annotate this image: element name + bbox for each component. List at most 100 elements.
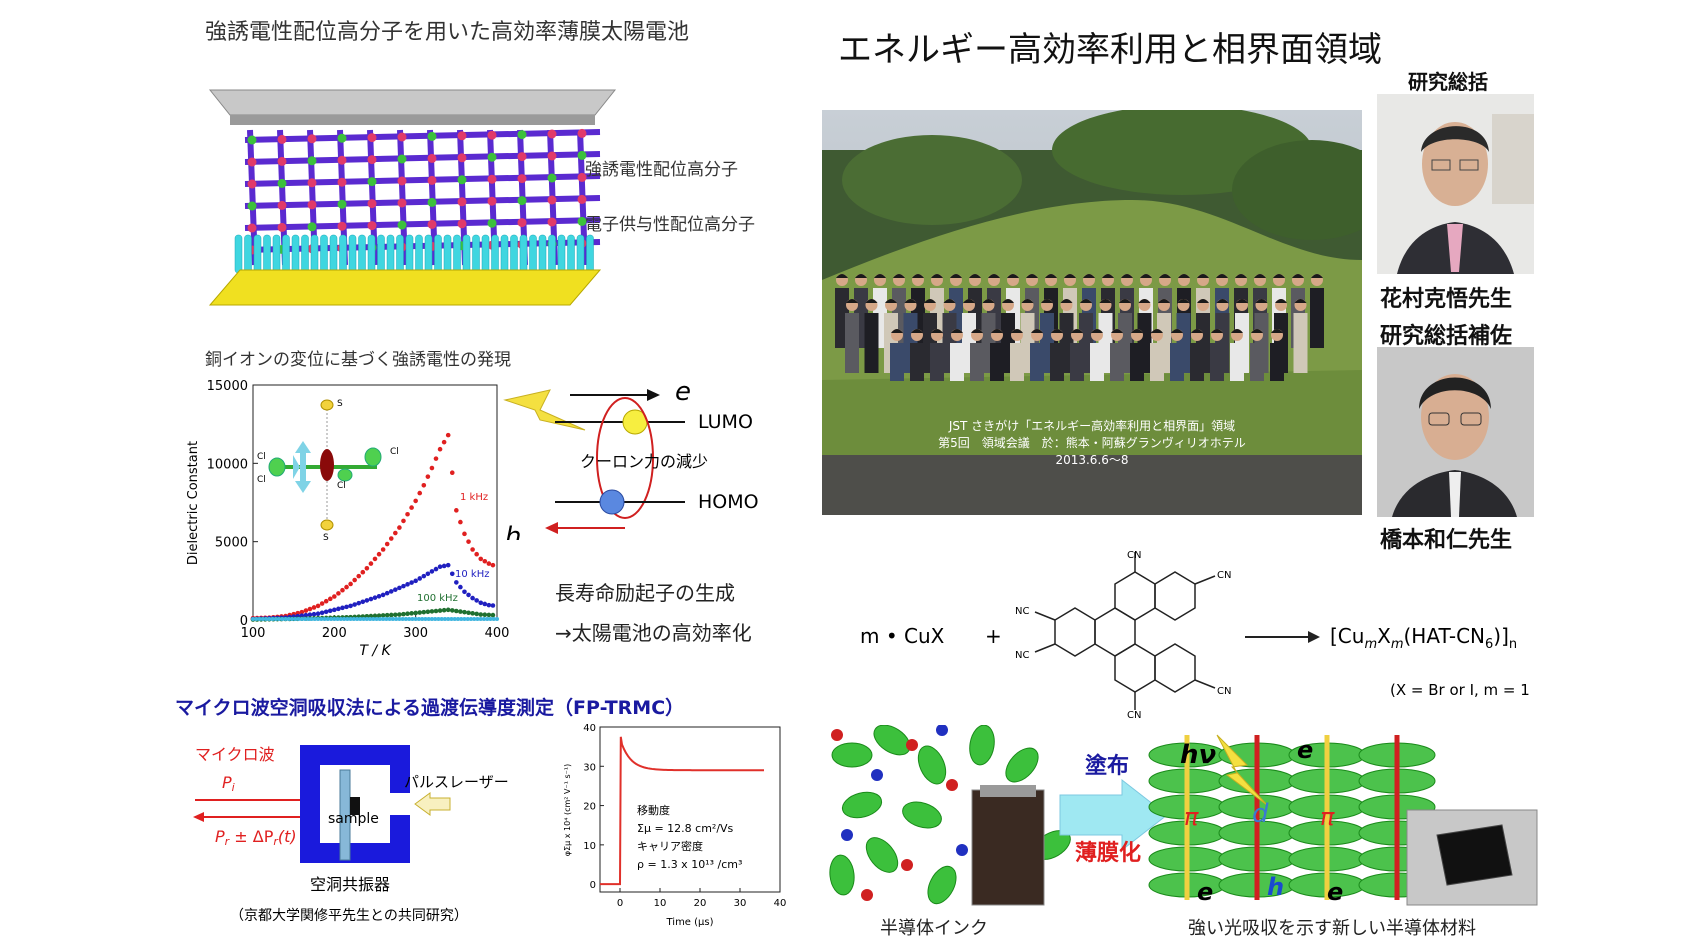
data-point bbox=[486, 561, 492, 566]
process-arrow bbox=[1059, 778, 1168, 852]
lattice-node bbox=[397, 198, 407, 208]
group-photo-scene bbox=[822, 110, 1362, 515]
lattice-node bbox=[427, 197, 437, 207]
data-point bbox=[436, 617, 441, 621]
data-point bbox=[371, 617, 376, 621]
data-point bbox=[361, 617, 366, 621]
data-point bbox=[355, 617, 360, 621]
data-point bbox=[352, 577, 357, 583]
data-point bbox=[490, 603, 496, 608]
ink-vial-photo bbox=[971, 789, 1045, 906]
data-point bbox=[348, 581, 353, 587]
data-point bbox=[490, 562, 496, 568]
lattice-node bbox=[367, 199, 377, 209]
supervisor-role: 研究総括 bbox=[1408, 70, 1488, 94]
data-point bbox=[454, 608, 459, 614]
material-label: 強い光吸収を示す新しい半導体材料 bbox=[1188, 918, 1476, 939]
efficiency-text: →太陽電池の高効率化 bbox=[555, 621, 752, 645]
data-point bbox=[380, 547, 386, 552]
data-point bbox=[454, 580, 459, 585]
atom-label: S bbox=[323, 533, 329, 543]
fp-trmc-title: マイクロ波空洞吸収法による過渡伝導度測定（FP-TRMC） bbox=[175, 697, 685, 719]
data-point bbox=[351, 617, 356, 621]
hv-symbol: hν bbox=[1180, 740, 1216, 770]
data-point bbox=[277, 617, 282, 621]
data-point bbox=[319, 617, 324, 621]
lattice-node bbox=[427, 153, 437, 163]
data-point bbox=[429, 609, 435, 614]
exciton-ellipse bbox=[596, 397, 654, 519]
data-point bbox=[384, 590, 390, 596]
data-point bbox=[393, 612, 398, 618]
data-point bbox=[474, 551, 479, 557]
molecule-inset: S Cl Cl Cl Cl S bbox=[257, 399, 399, 543]
data-point bbox=[426, 617, 431, 621]
data-point bbox=[449, 608, 455, 613]
data-point bbox=[425, 571, 431, 577]
data-point bbox=[470, 547, 475, 552]
data-point bbox=[401, 583, 406, 589]
cavity-diagram: マイクロ波 Pi Pr ± ΔPr(t) sample パルスレーザー 空洞共振… bbox=[193, 745, 509, 924]
data-point bbox=[417, 610, 423, 615]
data-point bbox=[413, 617, 418, 621]
data-point bbox=[486, 602, 492, 608]
data-point bbox=[312, 617, 317, 621]
donor-polymer-label: 電子供与性配位高分子 bbox=[585, 215, 755, 235]
data-point bbox=[462, 617, 467, 621]
photo-caption-line1: JST さきがけ「エネルギー高効率利用と相界面」領域 bbox=[948, 419, 1236, 433]
lattice-node bbox=[427, 219, 437, 229]
data-point bbox=[458, 519, 463, 525]
reaction-condition: (X = Br or I, m = 1 〜 12) bbox=[1390, 681, 1535, 699]
data-point bbox=[421, 573, 427, 579]
data-point bbox=[393, 530, 398, 536]
ink-to-film-illustration: hν e d π π e h e bbox=[829, 725, 1538, 906]
data-point bbox=[397, 617, 402, 621]
reflected-arrow bbox=[193, 812, 204, 822]
data-point bbox=[303, 608, 309, 613]
lattice-node bbox=[577, 150, 587, 160]
data-point bbox=[423, 617, 428, 621]
mobility-value: Σμ = 12.8 cm²/Vs bbox=[637, 822, 734, 835]
data-point bbox=[270, 617, 275, 621]
trmc-x-tick: 20 bbox=[694, 898, 707, 909]
series-label-1khz: 1 kHz bbox=[460, 492, 488, 503]
data-point bbox=[257, 617, 262, 621]
lattice-node bbox=[547, 151, 557, 161]
lattice-node bbox=[547, 217, 557, 227]
trmc-x-tick: 0 bbox=[617, 898, 623, 909]
pi-label: Pi bbox=[222, 773, 235, 794]
data-point bbox=[441, 439, 447, 445]
lattice-node bbox=[337, 199, 347, 209]
data-point bbox=[488, 617, 493, 621]
data-point bbox=[413, 578, 418, 584]
trmc-y-tick: 30 bbox=[583, 762, 596, 773]
lattice-node bbox=[307, 178, 317, 188]
electron-top: e bbox=[1297, 736, 1313, 764]
lattice-node bbox=[307, 200, 317, 210]
data-point bbox=[388, 612, 394, 618]
exciton-text: 長寿命励起子の生成 bbox=[555, 581, 735, 605]
data-point bbox=[323, 598, 329, 604]
carrier-label: キャリア密度 bbox=[637, 839, 703, 853]
dielectric-chart: 15000 10000 5000 0 100 200 300 400 Dielectric … bbox=[186, 379, 509, 659]
data-point bbox=[377, 617, 382, 621]
atom-label: S bbox=[337, 399, 343, 409]
cn-label: CN bbox=[1217, 570, 1231, 581]
data-point bbox=[478, 612, 484, 617]
data-point bbox=[409, 505, 414, 510]
lattice-node bbox=[247, 179, 257, 189]
data-point bbox=[421, 609, 427, 615]
data-point bbox=[397, 585, 402, 591]
data-point bbox=[405, 582, 410, 587]
data-point bbox=[356, 600, 362, 606]
data-point bbox=[410, 617, 415, 621]
sample-block bbox=[350, 797, 360, 815]
atom-label: Cl bbox=[257, 475, 266, 485]
mobility-label: 移動度 bbox=[637, 803, 670, 817]
photo-caption-line2: 第5回 領域会議 於：熊本・阿蘇グランヴィリオホテル bbox=[938, 436, 1246, 450]
lattice-node bbox=[277, 134, 287, 144]
data-point bbox=[390, 617, 395, 621]
data-point bbox=[459, 617, 464, 621]
data-point bbox=[400, 617, 405, 621]
microwave-label: マイクロ波 bbox=[195, 745, 275, 764]
